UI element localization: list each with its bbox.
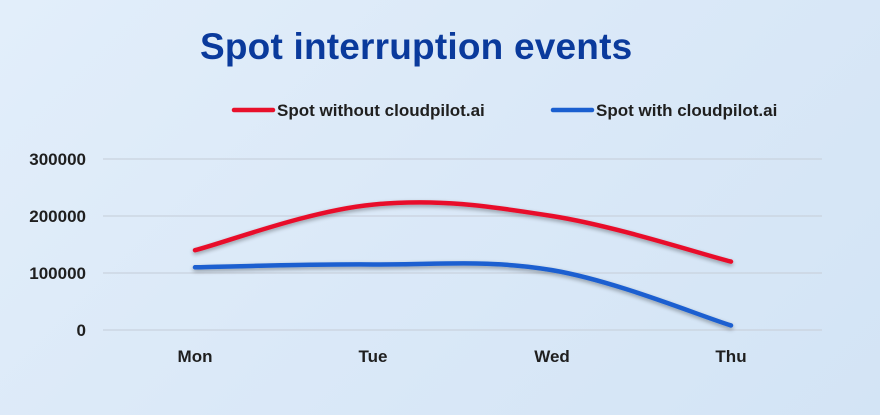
legend-label: Spot without cloudpilot.ai	[277, 101, 485, 120]
x-tick-label: Wed	[534, 347, 570, 366]
x-axis: Mon Tue Wed Thu	[178, 347, 747, 366]
y-axis: 0 100000 200000 300000	[29, 150, 86, 340]
series-line-1	[192, 200, 734, 264]
chart-title: Spot interruption events	[200, 26, 633, 67]
series-line-2	[192, 261, 734, 328]
legend: Spot without cloudpilot.ai Spot with clou…	[231, 101, 777, 120]
y-tick-label: 0	[77, 321, 86, 340]
y-tick-label: 300000	[29, 150, 86, 169]
x-tick-label: Tue	[359, 347, 388, 366]
gridlines	[103, 158, 822, 331]
y-tick-label: 100000	[29, 264, 86, 283]
x-tick-label: Thu	[715, 347, 746, 366]
x-tick-label: Mon	[178, 347, 213, 366]
legend-label: Spot with cloudpilot.ai	[596, 101, 777, 120]
y-tick-label: 200000	[29, 207, 86, 226]
series-lines	[192, 200, 734, 328]
